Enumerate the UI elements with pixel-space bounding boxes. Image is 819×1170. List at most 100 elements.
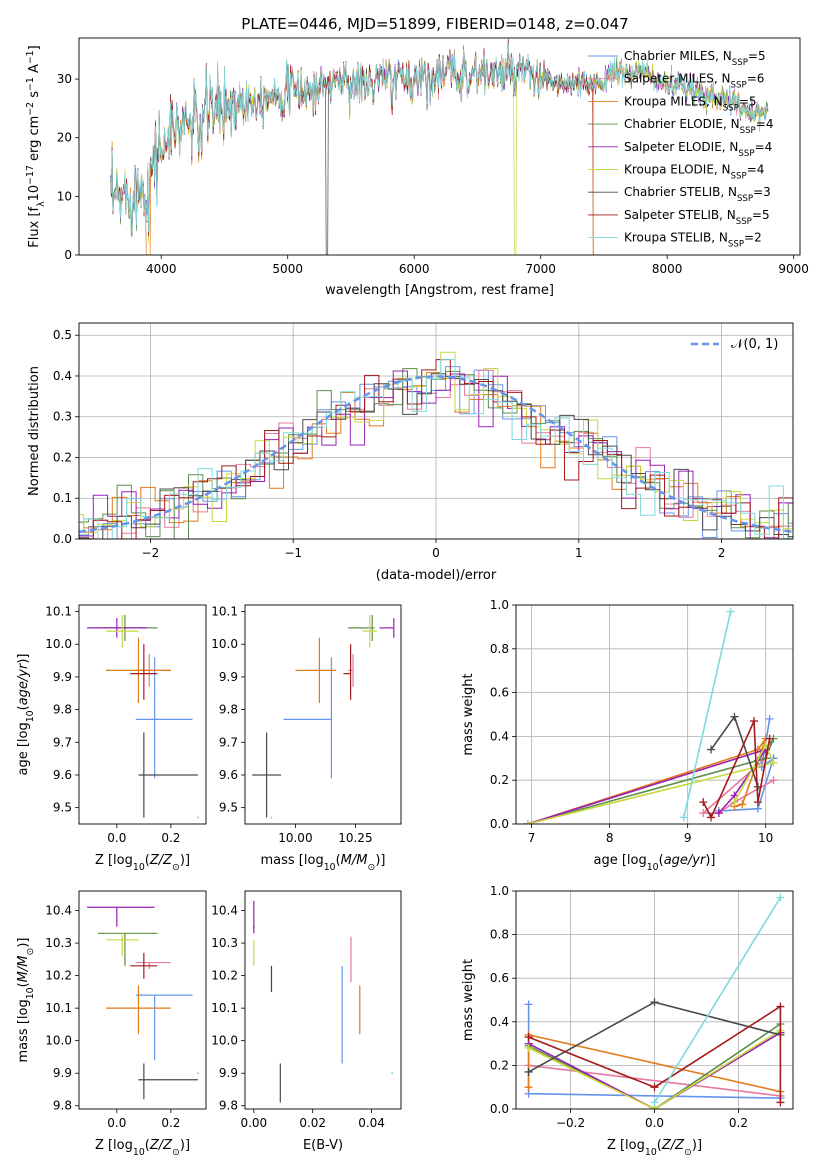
x-tick-label: 0.0 xyxy=(645,1116,664,1130)
x-tick-label: 0.2 xyxy=(161,831,180,845)
plus-marker xyxy=(524,1000,533,1009)
x-tick-label: 0.0 xyxy=(107,831,126,845)
y-tick-label: 10 xyxy=(57,189,72,203)
weight-series-kroupa-stelib xyxy=(653,897,782,1103)
y-tick-label: 0.8 xyxy=(490,642,509,656)
errorbar-point xyxy=(391,1072,394,1075)
x-tick-label: 8 xyxy=(606,831,614,845)
age_vs_mass-panel: 10.00 10.25 9.5 9.6 9.7 9.8 9.9 10.0 10.1 mass [l… xyxy=(211,604,402,873)
y-tick-label: 0 xyxy=(64,248,72,262)
y-tick-label: 0.2 xyxy=(490,773,509,787)
x-axis-label: mass [log10(M/M⊙)] xyxy=(261,853,386,873)
axes-frame xyxy=(78,890,207,1110)
y-tick-label: 9.8 xyxy=(219,703,238,717)
weight-series-salpeter-elodie xyxy=(527,748,768,824)
spectrum-lines xyxy=(110,38,769,255)
age_vs_Z-panel: 0.0 0.2 9.5 9.6 9.7 9.8 9.9 10.0 10.1 Z [log10(Z/… xyxy=(16,605,207,873)
y-tick-label: 10.0 xyxy=(211,637,238,651)
y-tick-label: 9.9 xyxy=(53,670,72,684)
errorbar-point xyxy=(295,637,337,704)
x-tick-label: 0 xyxy=(432,546,440,560)
plus-marker xyxy=(650,998,659,1007)
axes-frame xyxy=(244,604,402,825)
errorbar-point xyxy=(196,816,199,819)
y-tick-label: 0.5 xyxy=(53,328,72,342)
axes-frame xyxy=(78,37,801,256)
y-tick-label: 0.0 xyxy=(490,1102,509,1116)
x-axis-label: Z [log10(Z/Z⊙)] xyxy=(95,1138,190,1158)
weight-series-salpeter-stelib xyxy=(528,1005,782,1103)
plus-marker xyxy=(749,717,758,726)
plus-marker xyxy=(699,798,708,807)
weight-series-kroupa-elodie xyxy=(527,743,775,824)
x-tick-label: −2 xyxy=(142,546,160,560)
errorbar-point xyxy=(343,644,352,700)
y-tick-label: 1.0 xyxy=(490,884,509,898)
point-marker xyxy=(196,816,199,819)
y-tick-label: 10.1 xyxy=(45,1001,72,1015)
plus-marker xyxy=(650,1083,659,1092)
x-tick-label: 10.25 xyxy=(338,831,372,845)
x-tick-label: 0.04 xyxy=(358,1116,385,1130)
errorbar-point xyxy=(130,952,158,979)
x-tick-label: 7000 xyxy=(525,262,556,276)
weight-series-kroupa-elodie xyxy=(528,1029,781,1109)
errorbar-point xyxy=(135,657,193,779)
plus-marker xyxy=(753,798,762,807)
y-tick-label: 10.0 xyxy=(45,1034,72,1048)
y-axis-label: mass weight xyxy=(461,673,476,755)
residuals-panel: −2 −1 0 1 2 0.0 0.1 0.2 0.3 0.4 0.5 𝒩(0, 1) (data-mo… xyxy=(27,322,794,583)
plus-marker xyxy=(738,800,747,809)
point-marker xyxy=(270,816,273,819)
x-tick-label: 6000 xyxy=(399,262,430,276)
x-tick-label: 0.02 xyxy=(299,1116,326,1130)
plus-marker xyxy=(776,1098,785,1107)
y-axis-label: Normed distribution xyxy=(27,366,42,496)
histogram-chabrier-miles xyxy=(79,366,793,539)
x-axis-label: age [log10(age/yr)] xyxy=(593,853,715,873)
y-tick-label: 10.4 xyxy=(211,904,238,918)
y-tick-label: 0.2 xyxy=(490,1058,509,1072)
y-axis-label: mass [log10(M/M⊙)] xyxy=(16,938,36,1063)
errorbar-point xyxy=(106,985,171,1035)
legend-label: Salpeter MILES, NSSP=6 xyxy=(624,72,764,91)
weight-series-kroupa-miles xyxy=(527,738,767,824)
plus-marker xyxy=(524,1043,533,1052)
y-tick-label: 10.3 xyxy=(45,936,72,950)
errorbar-point xyxy=(135,994,193,1061)
y-tick-label: 9.7 xyxy=(53,735,72,749)
axes-frame xyxy=(78,322,794,540)
figure-title: PLATE=0446, MJD=51899, FIBERID=0148, z=0… xyxy=(241,15,628,33)
x-tick-label: 8000 xyxy=(652,262,683,276)
spectrum-series-kroupa-stelib xyxy=(110,42,769,234)
y-tick-label: 20 xyxy=(57,131,72,145)
errorbar-point xyxy=(348,614,375,641)
plus-marker xyxy=(769,758,778,767)
errorbar-point xyxy=(138,732,198,818)
plus-marker xyxy=(730,712,739,721)
y-tick-label: 10.3 xyxy=(211,936,238,950)
y-tick-label: 0.6 xyxy=(490,686,509,700)
x-tick-label: 4000 xyxy=(146,262,177,276)
y-tick-label: 9.7 xyxy=(219,735,238,749)
x-tick-label: 0.0 xyxy=(107,1116,126,1130)
y-tick-label: 9.9 xyxy=(53,1066,72,1080)
y-tick-label: 9.5 xyxy=(53,801,72,815)
y-axis-label: Flux [fλ10−17 erg cm−2 s−1 A−1] xyxy=(25,45,47,247)
legend-label: Kroupa STELIB, NSSP=2 xyxy=(624,231,762,250)
errorbar-point xyxy=(97,932,158,966)
x-axis-label: Z [log10(Z/Z⊙)] xyxy=(95,853,190,873)
weight-lines xyxy=(524,893,785,1109)
error-bars xyxy=(252,900,394,1103)
histogram-steps xyxy=(79,351,793,539)
weight-series-salpeter-elodie xyxy=(528,1032,781,1109)
spectrum-panel: 4000 5000 6000 7000 8000 9000 0 10 20 30 wavelengt… xyxy=(25,37,809,298)
plus-marker xyxy=(776,893,785,902)
legend-label: Kroupa MILES, NSSP=5 xyxy=(624,94,757,113)
y-tick-label: 9.8 xyxy=(53,1099,72,1113)
x-tick-label: 10.00 xyxy=(278,831,312,845)
histogram-kroupa-stelib xyxy=(79,358,793,539)
x-tick-label: 7 xyxy=(528,831,536,845)
error-bars xyxy=(87,906,199,1100)
